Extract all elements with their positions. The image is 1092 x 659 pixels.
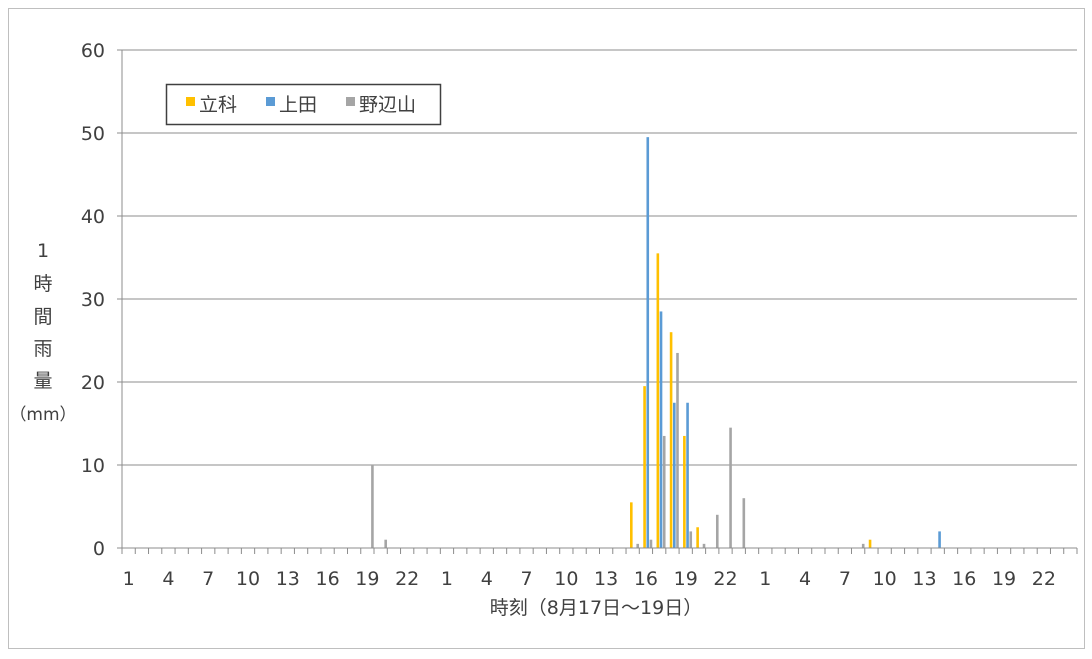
bar: [659, 311, 663, 548]
y-tick-label: 0: [93, 538, 105, 560]
bar: [729, 427, 732, 548]
legend-label: 上田: [279, 94, 317, 116]
x-tick-label: 19: [674, 568, 698, 590]
legend: 立科 上田 野辺山: [165, 83, 442, 126]
x-tick-label: 1: [441, 568, 453, 590]
gridlines: [122, 49, 1077, 466]
bar: [656, 253, 660, 548]
x-tick-label: 4: [481, 568, 493, 590]
x-tick-label: 22: [1032, 568, 1056, 590]
x-tick-label: 22: [395, 568, 419, 590]
bar: [630, 502, 633, 548]
x-tick-label: 4: [799, 568, 811, 590]
bar: [643, 386, 646, 548]
legend-swatch: [346, 97, 355, 106]
bar: [702, 543, 706, 548]
y-axis-label-char: 時: [33, 273, 52, 295]
y-axis-label-char: 量: [33, 370, 52, 392]
x-tick-label: 7: [202, 568, 214, 590]
bar: [636, 543, 640, 548]
bar: [649, 539, 653, 548]
y-axis-label-char: 1: [37, 240, 49, 262]
axes: [117, 49, 1078, 554]
x-tick-labels: 1 4 7 10 13 16 19 22 1 4 7 10 13 16 19 22 1 4 7 10 13 16 19 22: [123, 568, 1056, 590]
bar: [371, 465, 374, 548]
bar: [646, 137, 650, 548]
x-tick-label: 13: [594, 568, 618, 590]
legend-swatch: [186, 97, 195, 106]
bar: [683, 435, 686, 548]
x-tick-label: 4: [162, 568, 174, 590]
y-tick-label: 60: [81, 40, 105, 62]
x-tick-label: 7: [521, 568, 533, 590]
bar: [938, 531, 941, 548]
x-tick-label: 7: [839, 568, 851, 590]
x-tick-label: 16: [634, 568, 658, 590]
x-axis-label: 時刻（8月17日～19日）: [490, 597, 702, 619]
x-tick-label: 10: [873, 568, 897, 590]
y-tick-label: 40: [81, 206, 105, 228]
bar: [715, 514, 719, 548]
legend-swatch: [266, 97, 275, 106]
legend-label: 立科: [199, 94, 237, 116]
bar: [686, 402, 689, 548]
bar: [696, 527, 699, 548]
bar: [861, 543, 865, 548]
bar: [868, 539, 872, 548]
y-axis-label-char: 雨: [33, 338, 52, 360]
y-tick-label: 10: [81, 455, 105, 477]
x-tick-label: 13: [276, 568, 300, 590]
y-axis-label-char: （mm）: [9, 405, 76, 425]
y-tick-labels: 0 10 20 30 40 50 60: [81, 40, 105, 560]
bar: [662, 435, 666, 548]
x-tick-label: 1: [123, 568, 135, 590]
x-tick-label: 1: [759, 568, 771, 590]
x-tick-label: 16: [315, 568, 339, 590]
legend-label: 野辺山: [359, 94, 416, 116]
x-tick-label: 22: [713, 568, 737, 590]
bar: [689, 531, 693, 548]
legend-box: [165, 83, 442, 126]
y-axis-label-char: 間: [33, 306, 52, 328]
x-tick-label: 13: [912, 568, 936, 590]
bar: [676, 352, 679, 548]
x-tick-label: 16: [952, 568, 976, 590]
bars: [371, 137, 941, 548]
y-tick-label: 50: [81, 123, 105, 145]
bar: [672, 402, 676, 548]
x-tick-label: 10: [236, 568, 260, 590]
x-tick-label: 19: [355, 568, 379, 590]
bar: [669, 332, 673, 548]
x-tick-label: 10: [554, 568, 578, 590]
bar: [384, 539, 387, 548]
bar: [742, 498, 746, 548]
y-tick-label: 20: [81, 372, 105, 394]
x-tick-label: 19: [992, 568, 1016, 590]
y-tick-label: 30: [81, 289, 105, 311]
